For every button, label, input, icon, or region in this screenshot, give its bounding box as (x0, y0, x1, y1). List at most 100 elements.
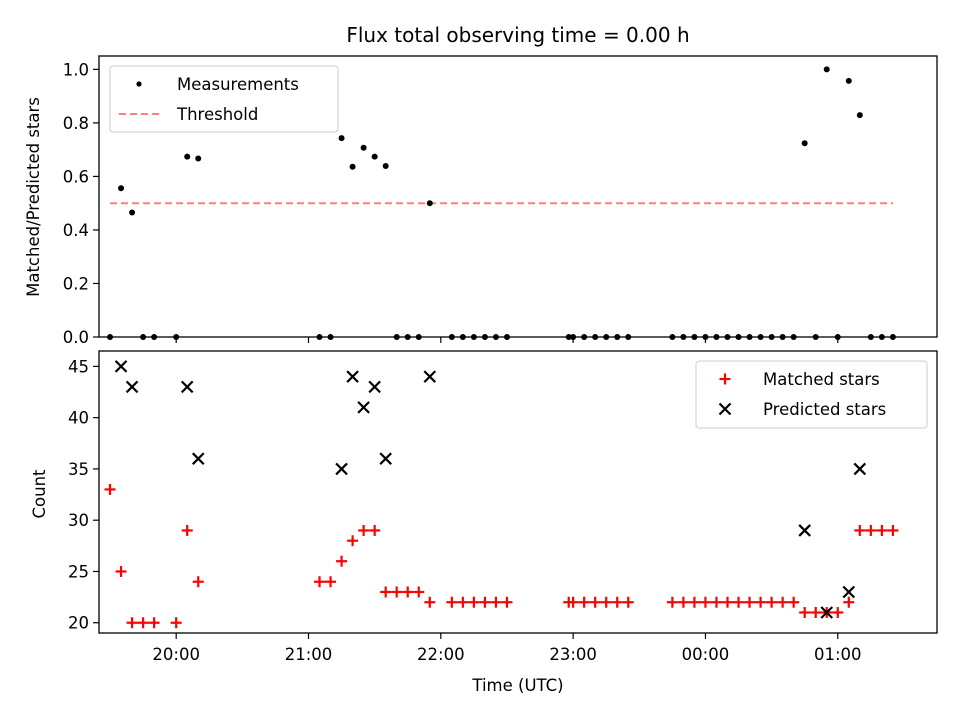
bottom-x-tick-label: 23:00 (549, 645, 597, 664)
measurement-point (768, 334, 775, 340)
measurement-point (459, 334, 466, 340)
matched-star-point (854, 524, 866, 536)
top-y-tick-label: 0.2 (63, 274, 89, 293)
matched-star-point (755, 596, 767, 608)
measurement-point (349, 163, 356, 170)
bottom-marks (104, 360, 899, 629)
matched-star-point (744, 596, 756, 608)
measurement-point (592, 334, 599, 340)
top-legend: Measurements Threshold (109, 65, 339, 133)
top-y-tick-label: 1.0 (63, 60, 89, 79)
top-y-ticks: 0.0 0.2 0.4 0.6 0.8 1.0 (63, 60, 99, 347)
matched-star-point (402, 586, 414, 598)
top-chart-title: Flux total observing time = 0.00 h (346, 23, 689, 47)
matched-star-point (457, 596, 469, 608)
measurement-point (426, 200, 433, 207)
matched-star-point (391, 586, 403, 598)
matched-star-point (810, 606, 822, 618)
measurement-point (565, 334, 572, 340)
matched-star-point (104, 483, 116, 495)
bottom-legend-box (695, 360, 928, 429)
measurement-point (338, 135, 345, 142)
legend-threshold-label: Threshold (176, 105, 258, 124)
matched-star-point (733, 596, 745, 608)
measurement-point (107, 334, 114, 340)
predicted-star-point (842, 585, 856, 599)
measurement-point (724, 334, 731, 340)
measurement-point (581, 334, 588, 340)
matched-star-point (589, 596, 601, 608)
matched-star-point (788, 596, 800, 608)
top-y-tick-label: 0.8 (63, 114, 89, 133)
measurement-point (878, 334, 885, 340)
matched-star-point (501, 596, 513, 608)
matched-star-point (479, 596, 491, 608)
matched-star-point (181, 524, 193, 536)
legend-measurements-marker (136, 81, 142, 87)
matched-star-point (115, 565, 127, 577)
matched-star-point (490, 596, 502, 608)
predicted-star-point (820, 606, 834, 619)
matched-star-point (336, 555, 348, 567)
measurement-point (382, 162, 389, 169)
measurement-point (360, 144, 367, 151)
bottom-legend: Matched stars Predicted stars (695, 360, 928, 429)
measurement-point (404, 334, 411, 340)
matched-star-point (865, 524, 877, 536)
top-y-tick-label: 0.0 (63, 328, 89, 347)
matched-star-point (622, 596, 634, 608)
measurement-point (834, 334, 841, 340)
predicted-star-point (368, 380, 381, 394)
matched-star-point (710, 596, 722, 608)
bottom-x-tick-label: 21:00 (285, 645, 333, 664)
measurement-point (812, 334, 819, 340)
measurement-point (845, 77, 852, 84)
bottom-y-tick-label: 30 (68, 511, 89, 530)
matched-star-point (688, 596, 700, 608)
measurement-point (702, 334, 709, 340)
measurement-point (625, 334, 632, 340)
top-marks (107, 66, 896, 340)
measurement-point (746, 334, 753, 340)
matched-star-point (887, 524, 899, 536)
matched-star-point (567, 596, 579, 608)
measurement-point (492, 334, 499, 340)
matched-star-point (876, 524, 888, 536)
matched-star-point (424, 596, 436, 608)
bottom-x-axis-label: Time (UTC) (471, 676, 563, 695)
matched-star-point (369, 524, 381, 536)
measurement-point (669, 334, 676, 340)
matched-star-point (170, 617, 182, 629)
measurement-point (823, 66, 830, 73)
matched-star-point (413, 586, 425, 598)
matched-star-point (611, 596, 623, 608)
matched-star-point (832, 606, 844, 618)
measurement-point (195, 155, 202, 162)
top-plot-panel: 0.0 0.2 0.4 0.6 0.8 1.0 Matched/Predicted sta… (24, 55, 938, 347)
matched-star-point (722, 596, 733, 608)
predicted-star-point (798, 524, 811, 537)
measurement-point (889, 334, 896, 340)
predicted-star-point (114, 360, 128, 373)
predicted-star-point (853, 462, 867, 476)
matched-star-point (600, 596, 612, 608)
measurement-point (779, 334, 786, 340)
measurement-point (151, 334, 158, 340)
matched-star-point (358, 524, 370, 536)
bottom-y-tick-label: 35 (68, 460, 89, 479)
bottom-x-tick-label: 01:00 (814, 645, 862, 664)
matched-star-point (666, 596, 678, 608)
measurement-point (867, 334, 874, 340)
bottom-x-tick-label: 22:00 (417, 645, 465, 664)
matched-star-point (137, 617, 149, 629)
bottom-y-tick-label: 40 (68, 409, 89, 428)
measurement-point (614, 334, 621, 340)
measurement-point (415, 334, 422, 340)
measurement-point (603, 334, 610, 340)
measurement-point (470, 334, 477, 340)
matched-star-point (699, 596, 711, 608)
bottom-x-tick-label: 00:00 (682, 645, 730, 664)
measurement-point (481, 334, 488, 340)
bottom-x-ticks: 20:00 21:00 22:00 23:00 00:00 01:00 (152, 633, 862, 664)
predicted-star-point (423, 370, 437, 383)
